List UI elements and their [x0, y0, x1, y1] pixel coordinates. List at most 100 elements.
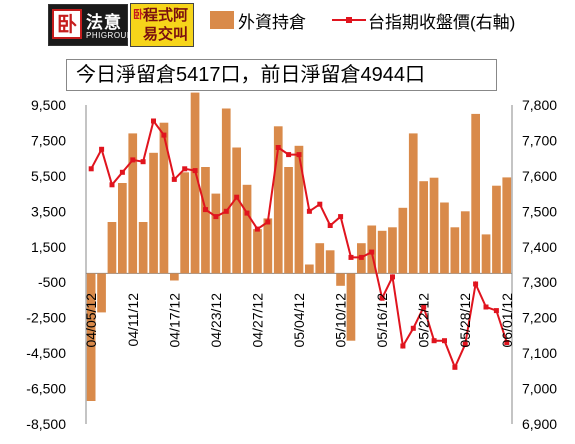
legend-line-label: 台指期收盤價(右軸) [368, 12, 516, 32]
bar [232, 147, 241, 274]
bar [315, 243, 325, 274]
bar [159, 122, 169, 274]
y-left-tick-label: -6,500 [26, 381, 66, 397]
x-tick-label: 04/11/12 [125, 293, 141, 347]
price-point [483, 304, 489, 310]
y-right-tick-label: 7,400 [522, 239, 557, 255]
x-tick-label: 05/22/12 [416, 293, 432, 348]
bar [211, 193, 221, 274]
bar [242, 184, 252, 274]
bar [460, 211, 470, 274]
price-point [265, 219, 271, 225]
y-left-tick-label: 7,500 [31, 132, 66, 148]
bar [471, 113, 480, 274]
price-point [213, 214, 219, 220]
bar [190, 92, 200, 274]
price-point [379, 295, 385, 301]
bar [336, 273, 345, 286]
bar [408, 133, 418, 274]
bar [492, 185, 501, 274]
x-tick-label: 04/05/12 [83, 293, 99, 348]
bar [346, 273, 356, 341]
bar [253, 229, 262, 274]
line-series [88, 118, 510, 370]
bar-series [86, 92, 512, 401]
price-point [286, 152, 292, 158]
bar [450, 227, 460, 274]
price-point [400, 343, 406, 349]
chart-legend: 外資持倉 台指期收盤價(右軸) [210, 8, 515, 32]
y-left-tick-label: -2,500 [26, 310, 66, 326]
bar [429, 177, 439, 274]
bar [107, 222, 117, 274]
price-point [223, 208, 229, 214]
y-right-tick-label: 7,500 [522, 203, 557, 219]
logo2-text: 程式阿易交叫 [143, 6, 189, 43]
x-tick-label: 04/17/12 [166, 293, 182, 348]
y-right-tick-label: 7,600 [522, 168, 557, 184]
bar [221, 108, 231, 274]
price-point [462, 341, 468, 347]
price-point [99, 146, 105, 152]
price-point [119, 169, 125, 175]
bar [294, 145, 304, 274]
bar [398, 207, 408, 274]
bar [305, 264, 314, 274]
bar [367, 225, 377, 274]
x-tick-label: 04/23/12 [208, 293, 224, 348]
position-note: 今日淨留倉5417口，前日淨留倉4944口 [66, 59, 497, 91]
bar [502, 177, 512, 274]
bar [170, 273, 179, 281]
price-point [234, 194, 240, 200]
bar [273, 126, 283, 274]
y-left-tick-label: 1,500 [31, 239, 66, 255]
bar [86, 273, 96, 401]
price-point [452, 364, 458, 370]
bar [481, 234, 491, 274]
bar [440, 202, 449, 274]
x-tick-label: 05/16/12 [374, 293, 390, 348]
price-point [504, 340, 510, 345]
bar [128, 133, 138, 274]
bar [180, 172, 189, 274]
legend-bar-label: 外資持倉 [238, 12, 306, 32]
price-point [348, 254, 354, 260]
price-point [182, 166, 188, 172]
y-left-tick-label: -4,500 [26, 345, 66, 361]
price-point [130, 157, 136, 163]
price-point [473, 281, 479, 287]
price-point [369, 249, 375, 255]
phigroup-logo: 卧 法意 PHIGROUP [48, 4, 132, 46]
y-right-tick-label: 6,900 [522, 416, 557, 432]
price-point [171, 176, 177, 182]
y-right-tick-label: 7,100 [522, 345, 557, 361]
price-point [88, 166, 94, 172]
bar [263, 218, 273, 274]
logo-name: 法意 [86, 13, 122, 32]
bar [419, 181, 428, 274]
price-point [327, 223, 333, 228]
price-point [254, 226, 260, 232]
price-point [296, 152, 302, 158]
bar [388, 227, 397, 274]
price-point [421, 304, 427, 310]
bar [118, 183, 127, 274]
y-right-tick-label: 7,300 [522, 274, 557, 290]
y-left-tick-label: -500 [38, 274, 66, 290]
price-point [151, 118, 156, 124]
y-left-tick-label: -8,500 [26, 416, 66, 432]
y-right-tick-label: 7,700 [522, 132, 557, 148]
x-tick-label: 05/10/12 [333, 293, 349, 348]
price-point [338, 214, 344, 220]
legend-bar-swatch [210, 11, 234, 29]
x-tick-label: 06/01/12 [499, 293, 515, 348]
price-point [109, 182, 115, 188]
price-point [192, 168, 198, 174]
logo-subtitle: PHIGROUP [86, 31, 133, 40]
price-point [244, 210, 250, 216]
tick-labels: 9,500 7,500 5,500 3,500 1,500 -500 -2,500 -4,50… [26, 97, 557, 432]
y-right-tick-label: 7,000 [522, 381, 557, 397]
x-tick-label: 05/28/12 [457, 293, 473, 348]
price-point [431, 338, 437, 344]
y-left-tick-label: 3,500 [31, 203, 66, 219]
